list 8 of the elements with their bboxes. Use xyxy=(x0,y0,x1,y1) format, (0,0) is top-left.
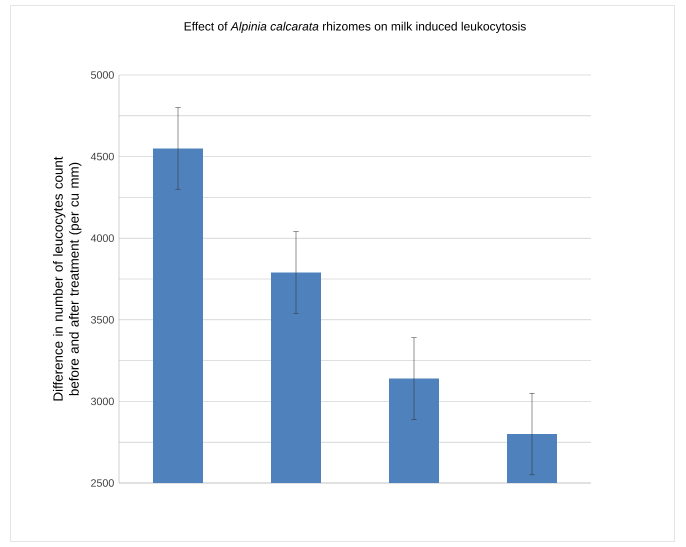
y-tick-label: 5000 xyxy=(90,71,114,79)
y-tick-label: 3500 xyxy=(90,316,114,324)
chart-title: Effect of Alpinia calcarata rhizomes on milk induced leukocytosis xyxy=(184,22,526,33)
y-tick-label: 3000 xyxy=(90,398,114,406)
y-tick-label: 4000 xyxy=(90,234,114,242)
y-axis-title: Difference in number of leucocytes count before and after treatment (per cu mm) xyxy=(52,156,82,400)
y-tick-label: 4500 xyxy=(90,152,114,160)
y-tick-label: 2500 xyxy=(91,479,114,487)
